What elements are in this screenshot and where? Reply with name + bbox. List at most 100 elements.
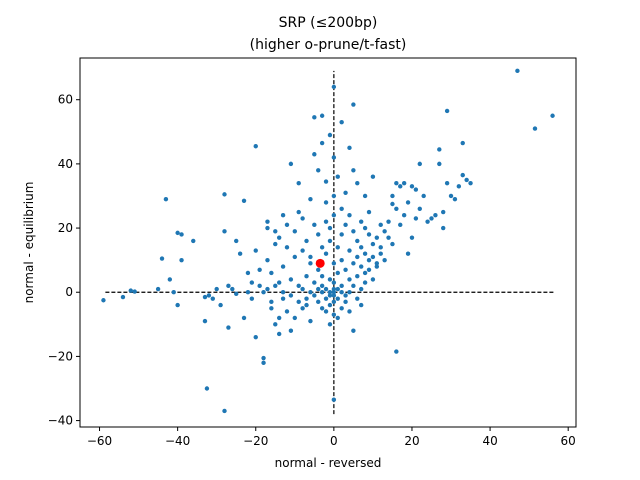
scatter-point	[273, 283, 278, 289]
scatter-point	[327, 302, 333, 308]
scatter-point	[265, 286, 270, 292]
x-tick-label: −20	[243, 434, 268, 448]
scatter-point	[347, 277, 352, 282]
scatter-point	[425, 219, 430, 224]
scatter-point	[460, 140, 465, 146]
scatter-point	[339, 257, 344, 263]
scatter-point	[339, 206, 344, 212]
scatter-point	[167, 277, 173, 282]
scatter-point	[378, 222, 383, 228]
x-tick-label: −60	[87, 434, 112, 448]
scatter-point	[316, 299, 321, 305]
y-tick-label: 60	[58, 93, 73, 107]
scatter-point	[390, 201, 395, 207]
scatter-point	[171, 290, 176, 295]
scatter-point	[437, 161, 442, 167]
scatter-point	[327, 290, 333, 295]
scatter-point	[441, 225, 446, 231]
scatter-point	[319, 290, 325, 295]
scatter-point	[370, 277, 376, 282]
scatter-point	[532, 126, 538, 131]
scatter-point	[288, 293, 294, 298]
scatter-point	[261, 360, 266, 366]
scatter-point	[288, 277, 294, 282]
scatter-point	[444, 180, 450, 186]
scatter-point	[370, 241, 376, 247]
scatter-point	[441, 209, 446, 215]
scatter-point	[331, 193, 337, 199]
scatter-point	[323, 296, 329, 301]
scatter-point	[319, 273, 325, 279]
scatter-point	[339, 232, 344, 237]
y-tick-label: −20	[48, 349, 73, 363]
scatter-point	[273, 241, 278, 247]
scatter-point	[206, 293, 212, 298]
scatter-point	[230, 286, 235, 292]
scatter-point	[210, 296, 215, 301]
scatter-point	[339, 119, 344, 125]
scatter-point	[327, 277, 333, 282]
scatter-point	[347, 213, 352, 218]
scatter-point	[179, 232, 184, 237]
scatter-point	[331, 312, 337, 317]
scatter-point	[226, 283, 231, 289]
x-axis-ticks: −60 −40 −20 0 20 40 60	[87, 427, 576, 448]
scatter-point	[398, 184, 403, 189]
scatter-point	[358, 302, 364, 308]
scatter-point	[202, 318, 208, 324]
scatter-point	[339, 290, 344, 295]
scatter-point	[308, 290, 313, 295]
scatter-point	[241, 198, 247, 203]
scatter-point	[327, 322, 333, 327]
scatter-point	[456, 184, 462, 189]
scatter-point	[261, 290, 266, 295]
scatter-point	[358, 219, 364, 224]
scatter-point	[429, 216, 434, 221]
scatter-point	[245, 270, 251, 276]
scatter-point	[351, 328, 356, 333]
scatter-point	[304, 273, 309, 279]
scatter-point	[296, 180, 301, 186]
scatter-point	[355, 296, 360, 301]
scatter-point	[261, 355, 266, 361]
scatter-point	[386, 235, 391, 240]
scatter-point	[155, 286, 161, 292]
scatter-point	[304, 296, 309, 301]
scatter-point	[128, 288, 133, 293]
scatter-point	[327, 238, 333, 244]
scatter-point	[253, 248, 258, 253]
scatter-point	[433, 213, 438, 218]
scatter-point	[358, 264, 364, 269]
scatter-point	[343, 190, 348, 195]
scatter-point	[331, 280, 337, 285]
scatter-point	[343, 293, 348, 298]
scatter-point	[237, 251, 243, 256]
scatter-point	[323, 309, 329, 314]
scatter-point	[175, 230, 180, 236]
scatter-point	[370, 174, 376, 179]
scatter-point	[386, 219, 391, 224]
scatter-point	[175, 302, 180, 308]
y-axis-label: normal - equilibrium	[22, 182, 36, 304]
scatter-point	[323, 200, 329, 205]
scatter-point	[323, 179, 329, 184]
scatter-point	[304, 302, 309, 308]
scatter-point	[366, 209, 372, 215]
scatter-point	[409, 235, 415, 240]
scatter-point	[276, 331, 282, 337]
highlight-layer	[315, 258, 325, 268]
scatter-point	[304, 238, 309, 244]
scatter-point	[245, 290, 251, 295]
scatter-point	[253, 334, 258, 340]
scatter-point	[327, 132, 333, 138]
scatter-point	[351, 261, 356, 266]
scatter-point	[257, 283, 262, 289]
scatter-point	[331, 155, 337, 160]
scatter-point	[308, 318, 313, 324]
scatter-point	[226, 325, 231, 330]
y-tick-label: 40	[58, 157, 73, 171]
scatter-point	[405, 251, 411, 256]
scatter-point	[327, 293, 333, 298]
scatter-point	[331, 299, 337, 305]
